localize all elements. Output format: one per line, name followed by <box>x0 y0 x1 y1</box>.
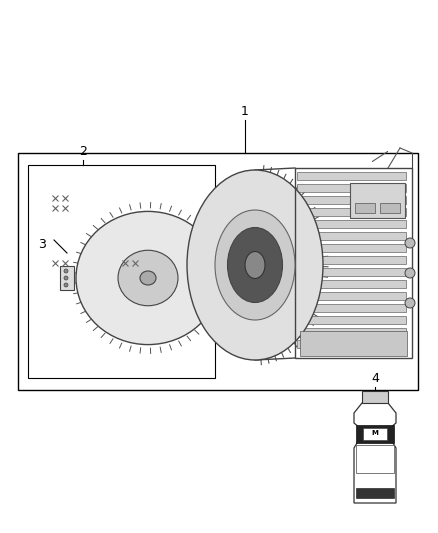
Ellipse shape <box>140 271 156 285</box>
Bar <box>300 331 407 356</box>
Text: 3: 3 <box>38 238 46 251</box>
Circle shape <box>64 276 68 280</box>
Text: M: M <box>371 430 378 436</box>
Bar <box>297 256 406 264</box>
Bar <box>297 328 406 336</box>
Bar <box>297 196 406 204</box>
Bar <box>297 280 406 288</box>
Circle shape <box>64 283 68 287</box>
Bar <box>362 391 388 403</box>
Circle shape <box>64 269 68 273</box>
Polygon shape <box>354 403 396 503</box>
Text: 1: 1 <box>241 105 249 118</box>
Bar <box>356 488 394 498</box>
Bar <box>297 340 406 348</box>
Bar <box>297 184 406 192</box>
Ellipse shape <box>215 210 295 320</box>
Bar <box>355 203 375 213</box>
Bar <box>380 203 400 213</box>
Ellipse shape <box>245 252 265 279</box>
Bar <box>297 232 406 240</box>
Text: 4: 4 <box>371 372 379 385</box>
Bar <box>18 153 418 390</box>
Ellipse shape <box>76 212 220 345</box>
Bar <box>363 428 387 440</box>
Ellipse shape <box>187 170 323 360</box>
Bar <box>297 244 406 252</box>
Bar <box>356 425 394 443</box>
Bar <box>297 172 406 180</box>
Text: 2: 2 <box>79 145 87 158</box>
Circle shape <box>405 298 415 308</box>
Bar <box>297 268 406 276</box>
Bar <box>356 445 394 473</box>
Bar <box>297 304 406 312</box>
Bar <box>297 220 406 228</box>
Circle shape <box>405 238 415 248</box>
Circle shape <box>405 268 415 278</box>
Bar <box>297 316 406 324</box>
Bar <box>350 183 405 218</box>
Ellipse shape <box>118 251 178 306</box>
Bar <box>28 165 215 378</box>
Bar <box>297 292 406 300</box>
Ellipse shape <box>227 228 283 303</box>
Bar <box>295 168 412 358</box>
Bar <box>297 208 406 216</box>
Polygon shape <box>60 266 74 290</box>
